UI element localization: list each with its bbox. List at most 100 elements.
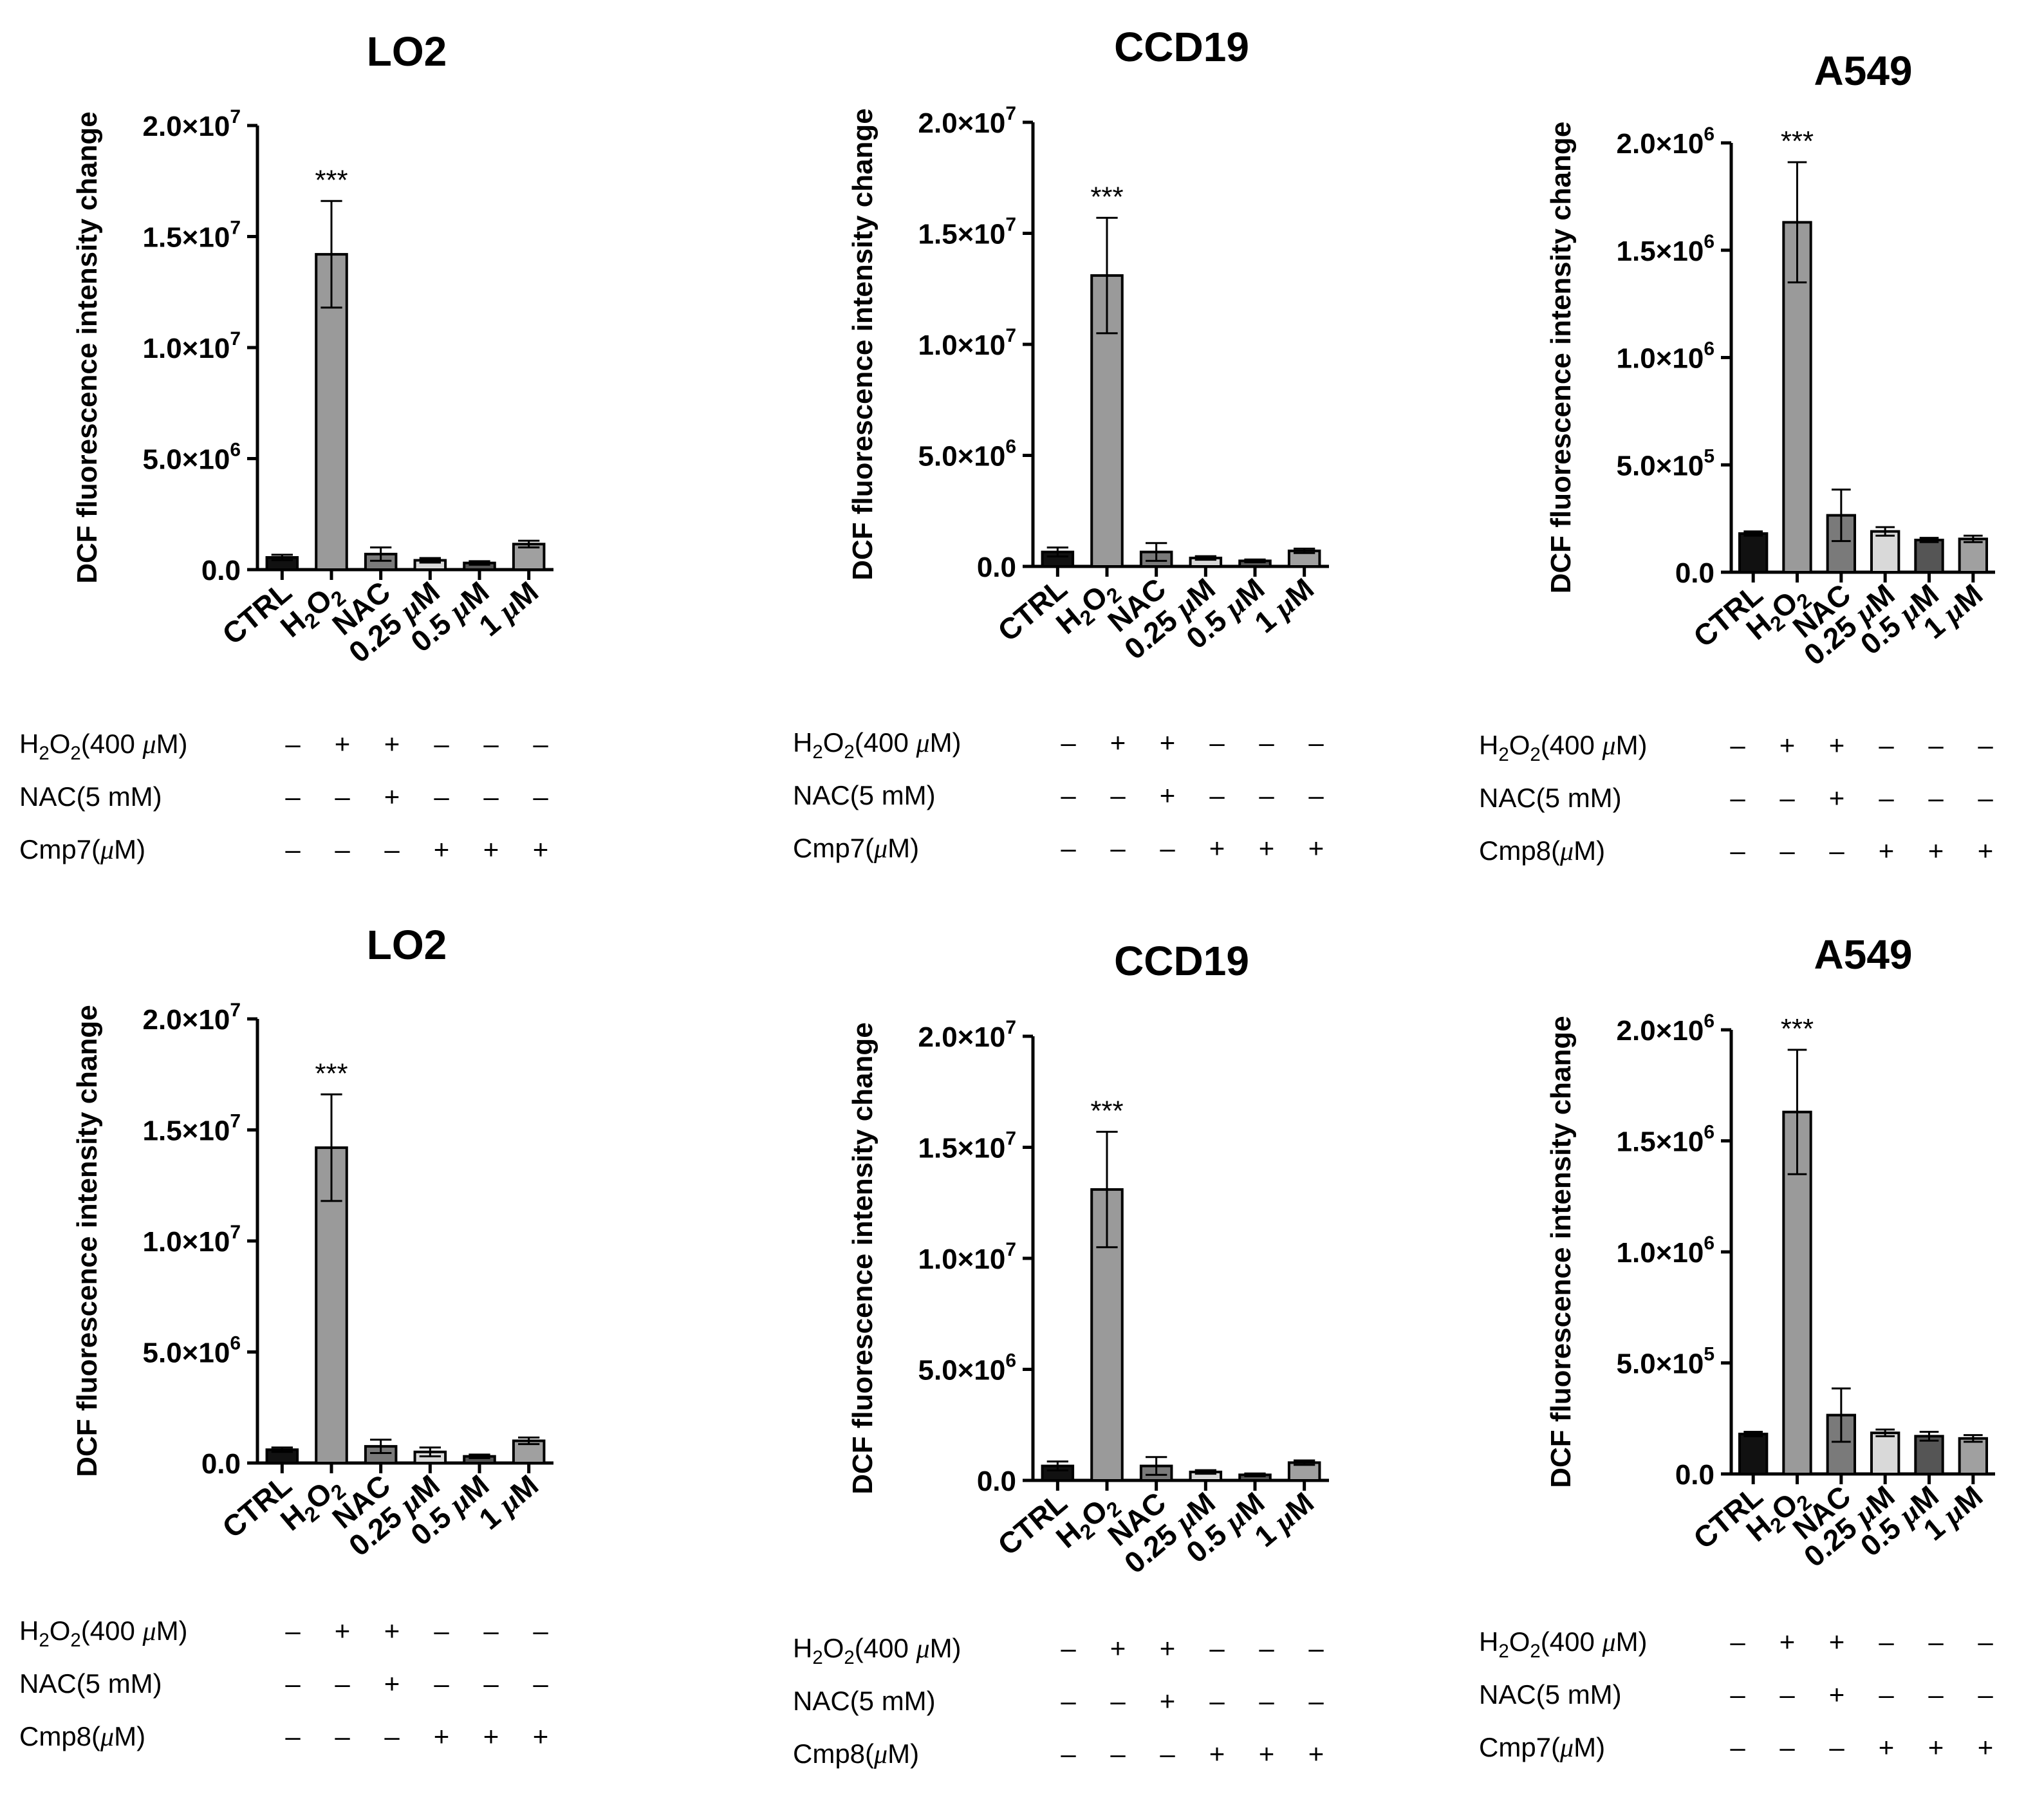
treatment-sign: – [1978,730,1993,760]
treatment-sign: – [483,1616,499,1646]
treatment-sign: – [1879,1627,1894,1657]
treatment-sign: + [1308,833,1324,863]
treatment-sign: – [533,729,548,759]
treatment-sign: – [1061,1738,1076,1769]
error-bar [469,560,490,566]
error-bar [1832,1387,1851,1443]
chart-panel-5: CCD19 DCF fluorescence intensity change 0.… [793,938,1329,1769]
treatment-sign: – [1879,1679,1894,1710]
y-tick-label: 1.5×107 [143,1111,241,1147]
y-tick-label: 0.0 [201,555,241,586]
error-bar [1096,1130,1118,1249]
y-tick-label: 0.0 [1675,1459,1714,1491]
y-tick-label: 0.0 [1675,557,1714,589]
error-bar [419,557,441,564]
treatment-sign: + [434,1721,450,1751]
y-axis-label: DCF fluorescence intensity change [1545,122,1577,594]
error-bar [370,546,392,562]
treatment-sign: + [1209,833,1225,863]
treatment-sign: – [1259,780,1274,810]
treatment-sign: + [1829,1679,1845,1710]
treatment-sign: + [1829,1627,1845,1657]
treatment-sign: – [335,1668,350,1699]
treatment-sign: – [1160,833,1175,863]
y-tick-label: 0.0 [201,1448,241,1480]
treatment-table: H2O2(400 μM) – + + – – – NAC(5 mM) – – + – – – Cmp8(μM… [1479,730,1993,866]
treatment-sign: – [1730,1627,1745,1657]
treatment-sign: – [1730,1679,1745,1710]
y-tick-label: 1.0×107 [143,328,241,364]
y-axis-label: DCF fluorescence intensity change [847,108,878,581]
chart-title: CCD19 [1114,24,1249,70]
treatment-table: H2O2(400 μM) – + + – – – NAC(5 mM) – – + – – – Cmp8(μM… [19,1616,548,1752]
error-bar [1046,1460,1068,1471]
y-tick-label: 2.0×107 [143,106,241,142]
error-bar [321,200,342,309]
treatment-sign: – [285,781,301,812]
chart-panel-6: A549 DCF fluorescence intensity change 0.0… [1479,931,1995,1763]
treatment-sign: + [1160,780,1176,810]
y-tick-label: 5.0×106 [143,440,241,476]
treatment-sign: – [384,834,400,864]
error-bar [321,1093,342,1202]
treatment-sign: + [1829,730,1845,760]
treatment-sign: – [1730,783,1745,813]
y-tick-label: 0.0 [977,552,1016,583]
treatment-sign: + [335,1616,351,1646]
y-axis-label: DCF fluorescence intensity change [71,1005,103,1477]
treatment-sign: + [483,834,499,864]
treatment-row-label: NAC(5 mM) [1479,783,1622,813]
treatment-sign: + [1110,727,1126,758]
significance-label: *** [315,1058,348,1089]
y-tick-label: 0.0 [977,1466,1016,1497]
error-bar [1244,558,1266,563]
treatment-sign: + [335,729,351,759]
treatment-sign: – [1209,1633,1225,1663]
treatment-row-label: H2O2(400 μM) [793,1633,962,1668]
treatment-sign: – [1308,1633,1324,1663]
treatment-sign: + [1160,727,1176,758]
treatment-sign: – [434,729,449,759]
error-bar [1743,1430,1763,1437]
error-bar [1787,161,1807,284]
significance-label: *** [1781,1013,1814,1045]
chart-panel-1: LO2 DCF fluorescence intensity change 0.0 5… [19,28,553,865]
error-bar [1146,542,1167,562]
error-bar [1964,534,1983,543]
chart-panel-2: CCD19 DCF fluorescence intensity change 0.… [793,24,1329,864]
treatment-sign: – [1160,1738,1175,1769]
treatment-sign: – [533,1616,548,1646]
significance-label: *** [1090,1095,1123,1126]
chart-title: LO2 [367,922,447,968]
treatment-sign: – [1308,780,1324,810]
treatment-sign: + [384,781,400,812]
y-tick-label: 2.0×107 [918,103,1017,139]
bar-ctrl [1738,532,1769,573]
treatment-sign: – [1259,1686,1274,1716]
treatment-sign: – [1978,1627,1993,1657]
y-tick-label: 1.0×107 [918,1239,1017,1275]
treatment-sign: + [533,1721,549,1751]
treatment-sign: – [1209,727,1225,758]
error-bar [1244,1472,1266,1477]
treatment-sign: – [1061,1686,1076,1716]
error-bar [1875,1428,1895,1437]
treatment-sign: – [1978,1679,1993,1710]
treatment-row-label: Cmp8(μM) [19,1721,145,1752]
y-tick-label: 1.5×106 [1617,1122,1715,1158]
axis-lines [256,126,553,572]
treatment-sign: – [483,781,499,812]
significance-label: *** [1781,126,1814,157]
treatment-row-label: Cmp7(μM) [793,833,919,864]
treatment-sign: – [1730,730,1745,760]
treatment-sign: – [1259,727,1274,758]
treatment-sign: – [1061,727,1076,758]
treatment-sign: – [1829,1732,1844,1762]
treatment-sign: – [1308,727,1324,758]
y-tick-label: 1.0×107 [143,1222,241,1258]
y-tick-label: 1.5×106 [1617,231,1715,267]
treatment-sign: – [285,1616,301,1646]
treatment-row-label: H2O2(400 μM) [19,1616,188,1651]
treatment-sign: – [335,781,350,812]
